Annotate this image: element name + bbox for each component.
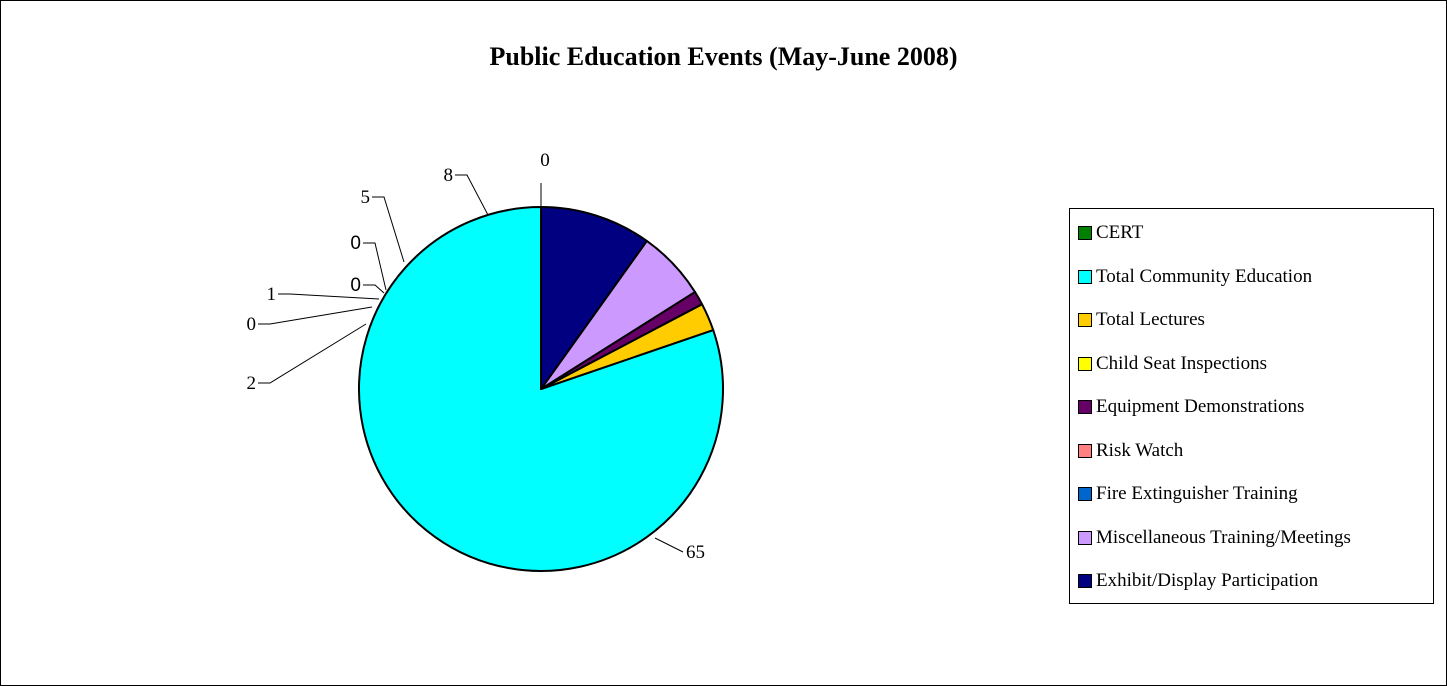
data-label-total-lectures: 2 <box>247 373 257 394</box>
legend-item-total-community-education: Total Community Education <box>1078 265 1312 289</box>
leader-line-equipment-demonstrations <box>278 294 379 299</box>
legend-label: Equipment Demonstrations <box>1096 396 1304 418</box>
leader-line-risk-watch <box>363 285 384 293</box>
legend-label: Fire Extinguisher Training <box>1096 483 1298 505</box>
legend-item-fire-extinguisher-training: Fire Extinguisher Training <box>1078 482 1298 506</box>
data-label-equipment-demonstrations: 1 <box>267 284 277 305</box>
leader-line-total-community-education <box>655 538 683 552</box>
legend-swatch <box>1078 357 1092 371</box>
legend-label: Risk Watch <box>1096 440 1183 462</box>
legend-swatch <box>1078 574 1092 588</box>
leader-line-exhibit-display-participation <box>455 175 488 215</box>
legend-swatch <box>1078 270 1092 284</box>
legend-label: Total Lectures <box>1096 309 1205 331</box>
legend-item-equipment-demonstrations: Equipment Demonstrations <box>1078 395 1304 419</box>
leader-line-total-lectures <box>258 324 366 383</box>
legend-label: Total Community Education <box>1096 266 1312 288</box>
legend-item-total-lectures: Total Lectures <box>1078 308 1205 332</box>
leader-line-fire-extinguisher-training <box>363 243 386 290</box>
leader-line-child-seat-inspections <box>258 307 372 324</box>
data-label-child-seat-inspections: 0 <box>247 314 257 335</box>
legend-label: Child Seat Inspections <box>1096 353 1267 375</box>
data-label-fire-extinguisher-training: 0 <box>350 233 361 254</box>
data-label-miscellaneous-training-meetings: 5 <box>361 187 371 208</box>
legend-item-cert: CERT <box>1078 221 1143 245</box>
legend-swatch <box>1078 487 1092 501</box>
legend-label: CERT <box>1096 222 1143 244</box>
legend-item-exhibit-display-participation: Exhibit/Display Participation <box>1078 569 1318 593</box>
legend-item-child-seat-inspections: Child Seat Inspections <box>1078 352 1267 376</box>
legend-swatch <box>1078 226 1092 240</box>
data-label-total-community-education: 65 <box>686 542 705 563</box>
data-label-exhibit-display-participation: 8 <box>444 165 454 186</box>
legend: CERT Total Community Education Total Lectu… <box>1069 208 1434 604</box>
legend-item-risk-watch: Risk Watch <box>1078 439 1183 463</box>
legend-swatch <box>1078 400 1092 414</box>
data-label-cert: 0 <box>540 150 550 171</box>
legend-swatch <box>1078 444 1092 458</box>
legend-swatch <box>1078 313 1092 327</box>
data-label-risk-watch: 0 <box>350 275 361 296</box>
legend-label: Miscellaneous Training/Meetings <box>1096 527 1351 549</box>
legend-swatch <box>1078 531 1092 545</box>
legend-item-miscellaneous-training-meetings: Miscellaneous Training/Meetings <box>1078 526 1351 550</box>
legend-label: Exhibit/Display Participation <box>1096 570 1318 592</box>
